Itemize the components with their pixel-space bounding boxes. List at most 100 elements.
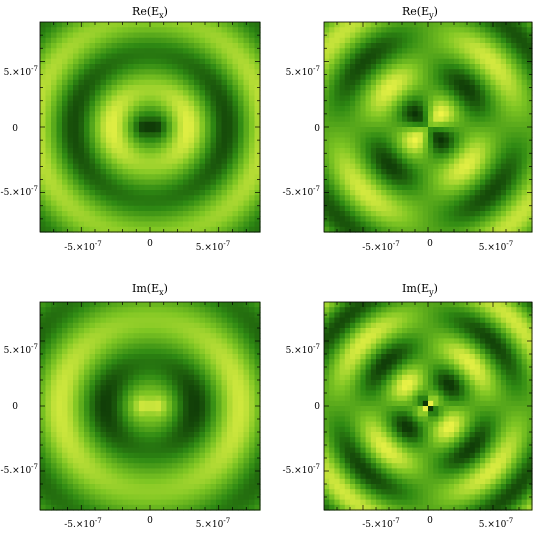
- heatmap-cell: [95, 179, 102, 186]
- heatmap-cell: [106, 489, 113, 495]
- heatmap-cell: [407, 195, 413, 202]
- heatmap-cell: [67, 95, 74, 102]
- heatmap-cell: [454, 200, 460, 207]
- heatmap-cell: [227, 190, 234, 196]
- heatmap-cell: [381, 64, 387, 70]
- heatmap-cell: [422, 106, 429, 112]
- heatmap-cell: [210, 484, 217, 490]
- heatmap-cell: [117, 354, 124, 360]
- heatmap-cell: [177, 100, 184, 107]
- heatmap-cell: [150, 463, 157, 469]
- heatmap-cell: [381, 153, 387, 160]
- heatmap-cell: [417, 79, 424, 86]
- heatmap-cell: [62, 190, 69, 196]
- heatmap-cell: [210, 79, 217, 86]
- heatmap-cell: [485, 216, 491, 223]
- heatmap-cell: [254, 406, 261, 412]
- heatmap-cell: [521, 27, 528, 34]
- heatmap-cell: [216, 374, 223, 381]
- heatmap-cell: [73, 174, 80, 181]
- heatmap-cell: [433, 200, 439, 207]
- heatmap-cell: [221, 169, 228, 175]
- heatmap-cell: [210, 333, 217, 339]
- heatmap-cell: [177, 200, 184, 207]
- heatmap-cell: [324, 132, 330, 139]
- heatmap-cell: [350, 211, 356, 217]
- heatmap-cell: [40, 137, 47, 144]
- heatmap-cell: [161, 184, 168, 191]
- heatmap-cell: [490, 200, 497, 207]
- heatmap-cell: [172, 53, 179, 60]
- heatmap-cell: [254, 221, 261, 228]
- heatmap-cell: [73, 312, 80, 319]
- heatmap-cell: [370, 106, 377, 112]
- heatmap-cell: [407, 190, 413, 196]
- heatmap-cell: [422, 216, 429, 223]
- heatmap-cell: [122, 58, 129, 65]
- heatmap-cell: [199, 348, 206, 355]
- heatmap-cell: [194, 452, 201, 459]
- heatmap-cell: [183, 106, 190, 112]
- heatmap-cell: [334, 221, 341, 228]
- heatmap-cell: [194, 364, 201, 371]
- heatmap-cell: [177, 343, 184, 350]
- heatmap-cell: [128, 442, 135, 449]
- heatmap-cell: [376, 226, 382, 233]
- heatmap-cell: [417, 137, 424, 144]
- heatmap-cell: [155, 426, 162, 433]
- heatmap-cell: [45, 302, 52, 308]
- heatmap-cell: [381, 148, 387, 154]
- heatmap-cell: [155, 468, 162, 475]
- heatmap-cell: [205, 416, 212, 423]
- heatmap-cell: [216, 116, 223, 123]
- heatmap-cell: [67, 221, 74, 228]
- heatmap-cell: [221, 359, 228, 365]
- heatmap-cell: [194, 458, 201, 464]
- heatmap-cell: [243, 121, 250, 128]
- heatmap-cell: [526, 79, 533, 86]
- heatmap-cell: [62, 100, 69, 107]
- heatmap-cell: [474, 64, 481, 70]
- heatmap-cell: [172, 90, 179, 97]
- heatmap-cell: [396, 27, 403, 34]
- heatmap-cell: [139, 37, 146, 44]
- heatmap-cell: [117, 100, 124, 107]
- heatmap-cell: [428, 22, 434, 28]
- heatmap-cell: [500, 111, 507, 118]
- heatmap-cell: [205, 106, 212, 112]
- heatmap-cell: [339, 90, 346, 97]
- heatmap-cell: [355, 179, 361, 186]
- x-tick-exponent: -7: [223, 240, 231, 248]
- heatmap-cell: [183, 484, 190, 490]
- heatmap-cell: [495, 221, 502, 228]
- heatmap-cell: [199, 106, 206, 112]
- heatmap-cell: [144, 359, 151, 365]
- heatmap-cell: [210, 48, 217, 55]
- heatmap-cell: [111, 27, 118, 34]
- heatmap-cell: [95, 343, 102, 350]
- heatmap-cell: [67, 226, 74, 233]
- heatmap-cell: [474, 22, 481, 28]
- heatmap-cell: [227, 302, 234, 308]
- heatmap-cell: [221, 48, 228, 55]
- heatmap-cell: [89, 111, 96, 118]
- heatmap-cell: [166, 400, 173, 407]
- heatmap-cell: [78, 452, 85, 459]
- heatmap-cell: [448, 179, 455, 186]
- heatmap-cell: [221, 437, 228, 443]
- heatmap-cell: [386, 216, 393, 223]
- heatmap-cell: [521, 127, 528, 133]
- heatmap-cell: [344, 148, 351, 154]
- heatmap-cell: [122, 148, 129, 154]
- heatmap-cell: [106, 432, 113, 438]
- heatmap-cell: [139, 116, 146, 123]
- heatmap-cell: [205, 205, 212, 212]
- heatmap-cell: [249, 359, 256, 365]
- heatmap-cell: [144, 90, 151, 97]
- heatmap-cell: [249, 53, 256, 60]
- heatmap-cell: [62, 348, 69, 355]
- heatmap-cell: [128, 432, 135, 438]
- heatmap-cell: [128, 463, 135, 469]
- heatmap-cell: [205, 374, 212, 381]
- heatmap-cell: [45, 380, 52, 386]
